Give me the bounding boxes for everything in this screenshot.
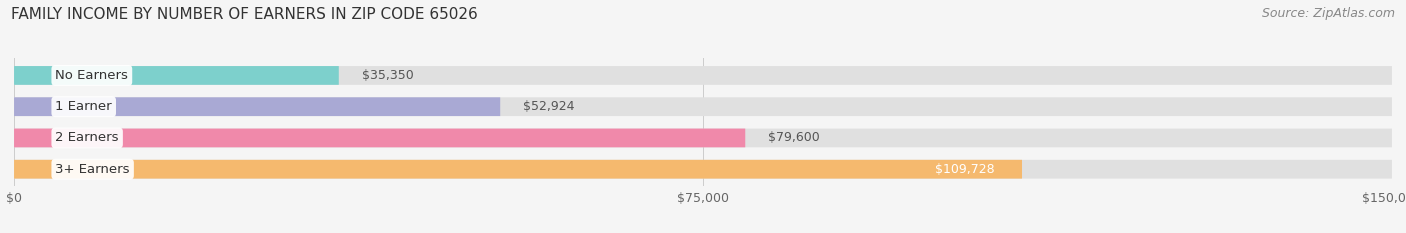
FancyBboxPatch shape [14, 66, 339, 85]
Text: 1 Earner: 1 Earner [55, 100, 112, 113]
Text: No Earners: No Earners [55, 69, 128, 82]
FancyBboxPatch shape [14, 97, 501, 116]
FancyBboxPatch shape [14, 160, 1392, 178]
Text: $35,350: $35,350 [361, 69, 413, 82]
FancyBboxPatch shape [14, 129, 1392, 147]
Text: $79,600: $79,600 [768, 131, 820, 144]
FancyBboxPatch shape [14, 66, 1392, 85]
Text: Source: ZipAtlas.com: Source: ZipAtlas.com [1261, 7, 1395, 20]
Text: 3+ Earners: 3+ Earners [55, 163, 129, 176]
Text: 2 Earners: 2 Earners [55, 131, 120, 144]
Text: FAMILY INCOME BY NUMBER OF EARNERS IN ZIP CODE 65026: FAMILY INCOME BY NUMBER OF EARNERS IN ZI… [11, 7, 478, 22]
FancyBboxPatch shape [14, 129, 745, 147]
Text: $52,924: $52,924 [523, 100, 575, 113]
FancyBboxPatch shape [14, 97, 1392, 116]
Text: $109,728: $109,728 [935, 163, 994, 176]
FancyBboxPatch shape [14, 160, 1022, 178]
